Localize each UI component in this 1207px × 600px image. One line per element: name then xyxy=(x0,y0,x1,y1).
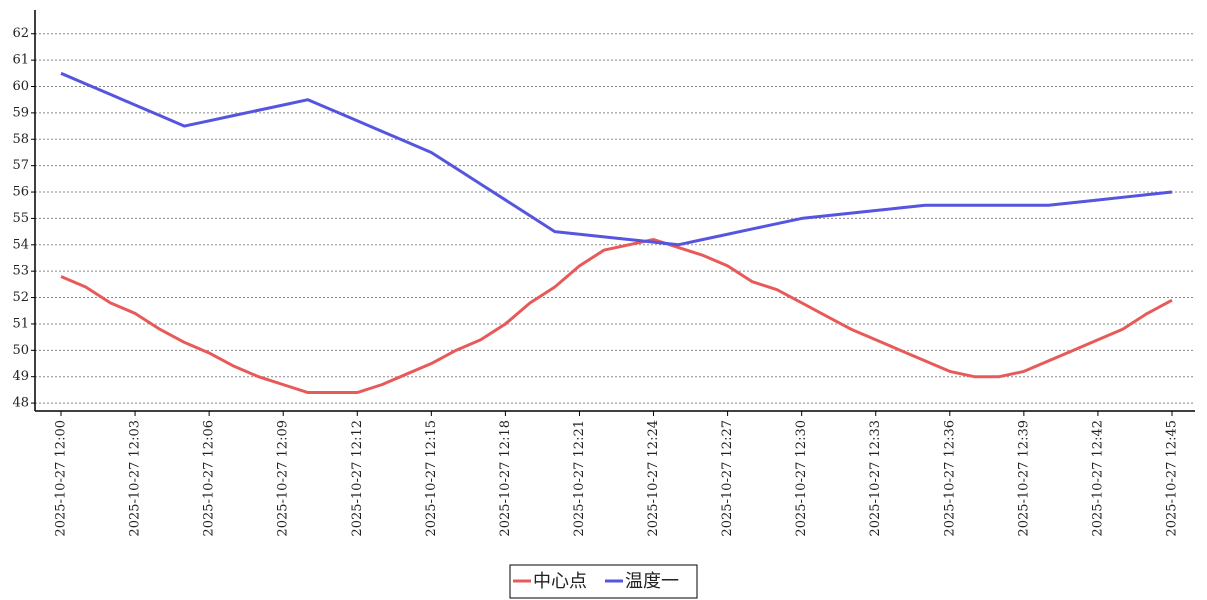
grid-layer xyxy=(35,33,1195,404)
x-tick-label: 2025-10-27 12:21 xyxy=(572,420,587,537)
x-tick-label: 2025-10-27 12:30 xyxy=(794,420,809,537)
x-tick-label: 2025-10-27 12:39 xyxy=(1016,420,1031,537)
y-tick-label: 49 xyxy=(12,369,29,384)
y-tick-label: 57 xyxy=(12,158,29,173)
y-tick-label: 53 xyxy=(12,264,29,279)
x-tick-label: 2025-10-27 12:12 xyxy=(350,420,365,537)
y-tick-label: 62 xyxy=(12,26,29,41)
x-tick-label: 2025-10-27 12:00 xyxy=(54,420,69,537)
y-tick-label: 51 xyxy=(12,316,29,331)
y-tick-label: 48 xyxy=(12,396,29,411)
legend-label: 温度一 xyxy=(625,571,679,592)
x-tick-label: 2025-10-27 12:33 xyxy=(868,420,883,537)
x-tick-label: 2025-10-27 12:27 xyxy=(720,420,735,537)
x-tick-label: 2025-10-27 12:45 xyxy=(1165,420,1180,537)
x-tick-label: 2025-10-27 12:24 xyxy=(646,420,661,537)
x-tick-label: 2025-10-27 12:42 xyxy=(1090,420,1105,537)
x-tick-label: 2025-10-27 12:03 xyxy=(128,420,143,537)
x-tick-label: 2025-10-27 12:18 xyxy=(498,420,513,537)
y-tick-label: 56 xyxy=(12,185,29,200)
x-tick-label: 2025-10-27 12:06 xyxy=(202,420,217,537)
x-tick-label: 2025-10-27 12:15 xyxy=(424,420,439,537)
y-tick-label: 60 xyxy=(12,79,29,94)
legend-label: 中心点 xyxy=(533,571,587,592)
y-tick-label: 59 xyxy=(12,105,29,120)
y-tick-label: 55 xyxy=(12,211,29,226)
series-line xyxy=(60,71,1173,247)
y-tick-label: 58 xyxy=(12,132,29,147)
series-line xyxy=(60,238,1173,395)
y-tick-label: 50 xyxy=(12,343,29,358)
x-tick-label: 2025-10-27 12:36 xyxy=(942,420,957,537)
y-tick-label: 52 xyxy=(12,290,29,305)
y-tick-label: 54 xyxy=(12,237,29,252)
x-tick-label: 2025-10-27 12:09 xyxy=(276,420,291,537)
y-tick-label: 61 xyxy=(12,53,29,68)
legend-box xyxy=(509,564,698,599)
